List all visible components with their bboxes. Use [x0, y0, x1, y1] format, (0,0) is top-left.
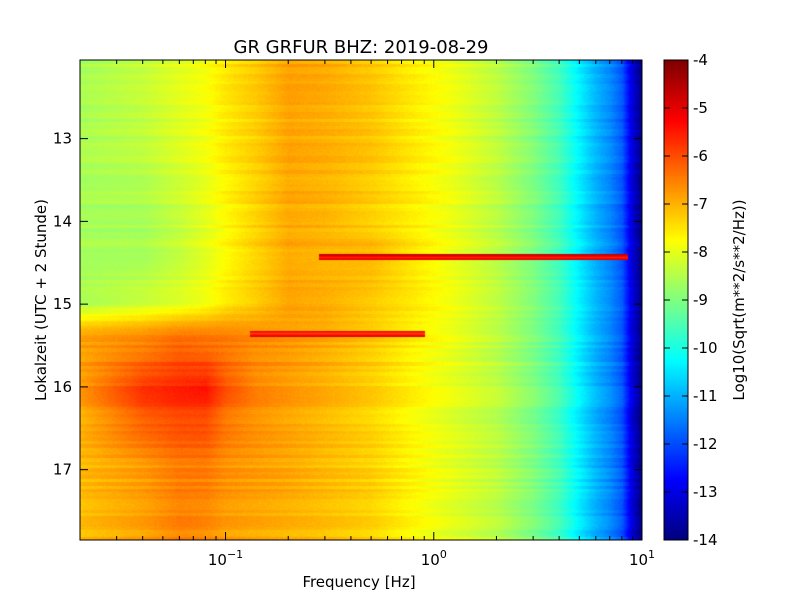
colorbar-tick-label: -7 — [693, 195, 708, 213]
colorbar-tick-label: -9 — [693, 291, 708, 309]
y-tick-label: 16 — [53, 378, 72, 396]
colorbar: -4 -5 -6 -7 -8 -9 -10 -11 -12 -13 -14 Log10(Sqrt(m… — [663, 51, 748, 549]
colorbar-tick-label: -6 — [693, 147, 708, 165]
colorbar-tick-label: -4 — [693, 51, 708, 69]
x-axis-ticks: 10−1 100 101 — [79, 60, 655, 569]
colorbar-tick-label: -12 — [693, 435, 718, 453]
y-tick-label: 17 — [53, 461, 72, 479]
y-tick-label: 15 — [53, 295, 72, 313]
y-axis-ticks: 13 14 15 16 17 — [53, 130, 642, 479]
y-tick-label: 13 — [53, 130, 72, 148]
colorbar-tick-label: -11 — [693, 387, 718, 405]
chart-title: GR GRFUR BHZ: 2019-08-29 — [234, 37, 489, 58]
colorbar-tick-label: -5 — [693, 99, 708, 117]
colorbar-tick-label: -13 — [693, 483, 718, 501]
plot-frame — [79, 59, 643, 541]
x-tick-label: 10−1 — [208, 548, 243, 569]
y-tick-label: 14 — [53, 212, 72, 230]
colorbar-tick-label: -10 — [693, 339, 718, 357]
x-axis-label: Frequency [Hz] — [302, 573, 415, 591]
x-tick-label: 101 — [629, 548, 655, 569]
heatmap-area — [79, 59, 643, 541]
spectrogram-heatmap — [80, 60, 642, 540]
x-tick-label: 100 — [421, 548, 447, 569]
colorbar-tick-label: -8 — [693, 243, 708, 261]
colorbar-tick-label: -14 — [693, 531, 718, 549]
y-axis-label: Lokalzeit (UTC + 2 Stunde) — [32, 199, 50, 401]
colorbar-label: Log10(Sqrt(m**2/s**2/Hz)) — [730, 199, 748, 400]
colorbar-ticks: -4 -5 -6 -7 -8 -9 -10 -11 -12 -13 -14 — [664, 51, 718, 549]
